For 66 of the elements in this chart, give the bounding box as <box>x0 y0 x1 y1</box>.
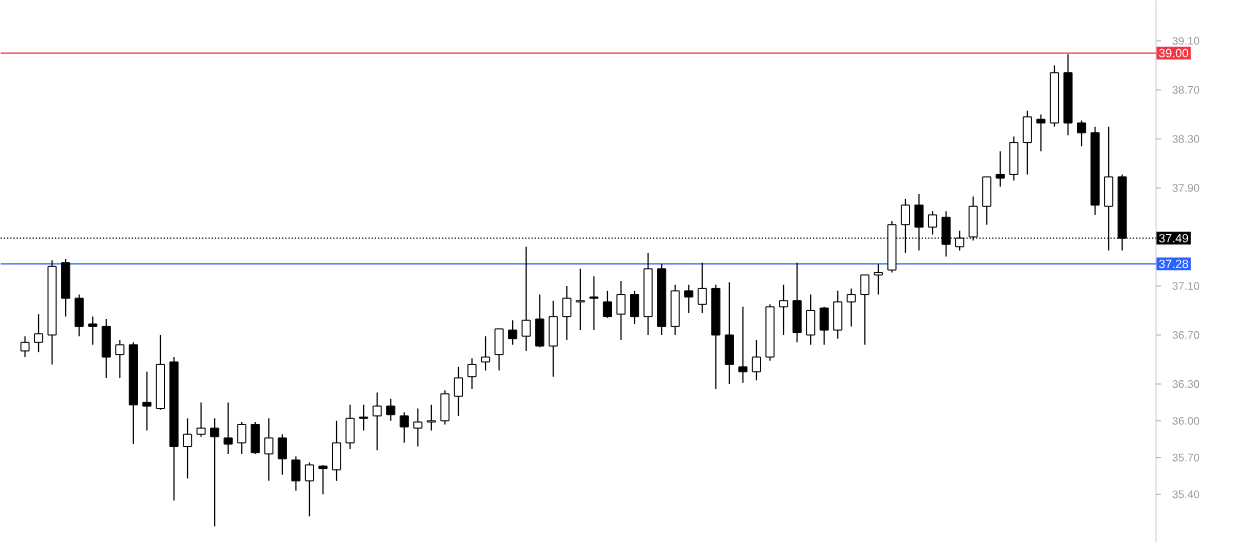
candlestick <box>101 318 111 379</box>
candlestick <box>860 274 870 346</box>
candlestick <box>372 391 382 451</box>
candlestick <box>833 290 843 340</box>
candlestick <box>575 267 585 331</box>
candlestick <box>467 357 477 390</box>
candlestick <box>1009 135 1019 181</box>
candlestick <box>995 150 1005 188</box>
candlestick <box>643 252 653 336</box>
candlestick <box>562 285 572 341</box>
candlestick <box>413 407 423 447</box>
candlestick <box>1022 109 1032 175</box>
candlestick <box>359 404 369 431</box>
candlestick <box>74 293 84 337</box>
candlestick <box>778 283 789 336</box>
candlestick <box>982 176 992 226</box>
candlestick <box>277 433 287 476</box>
candlestick <box>684 283 694 314</box>
candlestick <box>210 417 220 527</box>
candlestick <box>738 305 748 384</box>
candlestick <box>250 421 260 455</box>
candlestick <box>291 455 301 491</box>
candlestick <box>88 315 98 346</box>
candlestick <box>711 283 721 390</box>
candlestick <box>589 275 599 331</box>
candlestick <box>819 305 829 346</box>
candlestick <box>535 293 545 348</box>
candlestick <box>20 335 30 358</box>
candlestick <box>629 290 640 325</box>
candlestick <box>440 389 450 425</box>
candlestick <box>426 404 436 431</box>
candlestick <box>724 281 734 385</box>
candlestick <box>196 401 206 438</box>
candlestick <box>1036 113 1046 152</box>
candlestick <box>521 245 531 352</box>
candlestick <box>873 263 883 295</box>
candlestick <box>182 417 193 479</box>
candlestick <box>480 335 491 371</box>
candlestick <box>155 334 166 411</box>
candlestick <box>508 319 518 346</box>
candlestick <box>1076 119 1087 147</box>
candlestick <box>331 419 342 482</box>
candlestick <box>792 261 802 343</box>
candlestick <box>751 339 762 381</box>
candlestick <box>399 411 409 444</box>
candlestick <box>304 461 315 517</box>
candlestick <box>602 290 613 319</box>
candlestick <box>697 261 707 314</box>
candlestick <box>345 404 355 450</box>
candlestick <box>453 366 464 417</box>
candlestick <box>237 421 247 455</box>
candlestick <box>318 464 328 495</box>
candlestick <box>846 287 856 327</box>
candlestick <box>927 210 938 235</box>
candlestick <box>61 258 71 317</box>
candlestick <box>806 293 816 346</box>
candlestick <box>548 299 558 378</box>
candlestick <box>264 417 274 482</box>
candlestick <box>670 283 680 336</box>
candlestick <box>494 328 504 371</box>
candlestick <box>142 370 152 431</box>
candlestick <box>115 339 125 379</box>
candlestick <box>386 397 396 422</box>
candlestick <box>616 280 626 341</box>
candlestick <box>33 313 44 353</box>
candlestick <box>223 401 233 455</box>
